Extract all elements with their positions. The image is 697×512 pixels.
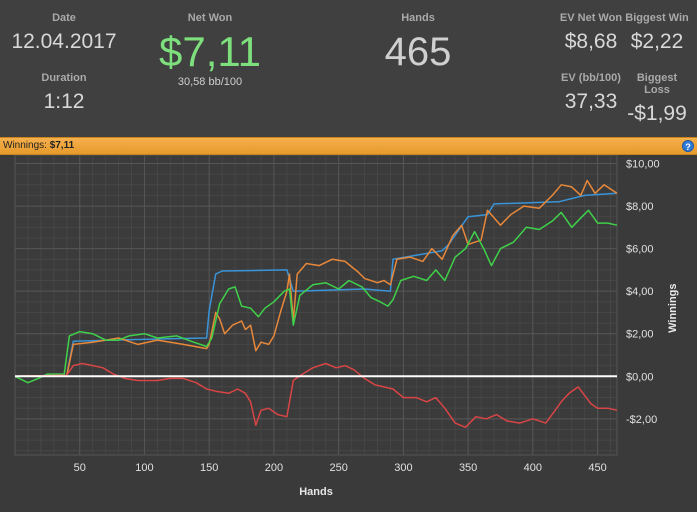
biggest-win-stat: Biggest Win $2,22 <box>624 12 690 54</box>
ev-bb100-label: EV (bb/100) <box>561 72 621 84</box>
series-line-1 <box>14 179 618 378</box>
chart-svg: 50 100 150 200 250 300 350 400 450 -$2,00 $0,00 $2,… <box>14 154 679 498</box>
y-tick-label: $6,00 <box>626 244 654 256</box>
plot-area <box>14 154 618 456</box>
duration-stat: Duration 1:12 <box>10 72 118 114</box>
y-tick-label: $0,00 <box>626 371 654 383</box>
date-value: 12.04.2017 <box>11 30 117 53</box>
hands-value: 465 <box>384 30 452 74</box>
series-line-3 <box>14 362 618 429</box>
stats-panel: Date 12.04.2017 Duration 1:12 Net Won $7… <box>0 0 697 137</box>
y-tick-label: $2,00 <box>626 329 654 341</box>
date-label: Date <box>52 12 76 24</box>
ev-bb100-value: 37,33 <box>564 90 618 113</box>
x-tick-label: 100 <box>135 462 153 474</box>
x-axis-label: Hands <box>299 486 333 498</box>
winnings-value: $7,11 <box>49 140 75 151</box>
x-tick-label: 350 <box>459 462 477 474</box>
help-icon[interactable]: ? <box>682 140 694 152</box>
biggest-loss-stat: Biggest Loss -$1,99 <box>624 72 690 126</box>
y-tick-label: -$2,00 <box>626 414 657 426</box>
duration-label: Duration <box>41 72 87 84</box>
biggest-win-label: Biggest Win <box>625 12 689 24</box>
biggest-win-value: $2,22 <box>630 30 684 53</box>
net-won-label: Net Won <box>187 12 233 24</box>
ev-bb100-stat: EV (bb/100) 37,33 <box>558 72 624 114</box>
y-tick-label: $4,00 <box>626 286 654 298</box>
x-tick-label: 250 <box>329 462 347 474</box>
bb100-value: 30,58 bb/100 <box>177 76 243 88</box>
ev-net-won-stat: EV Net Won $8,68 <box>558 12 624 54</box>
x-tick-label: 200 <box>265 462 283 474</box>
winnings-banner: Winnings: $7,11 ? <box>0 137 697 155</box>
net-won-stat: Net Won $7,11 30,58 bb/100 <box>140 12 280 88</box>
ev-net-won-value: $8,68 <box>564 30 618 53</box>
ev-net-won-label: EV Net Won <box>559 12 623 24</box>
biggest-loss-label: Biggest Loss <box>636 72 678 96</box>
x-tick-label: 300 <box>394 462 412 474</box>
biggest-loss-value: -$1,99 <box>627 102 687 125</box>
y-tick-label: $10,00 <box>626 159 660 171</box>
x-tick-label: 150 <box>200 462 218 474</box>
x-tick-label: 450 <box>588 462 606 474</box>
hands-stat: Hands 465 <box>360 12 476 75</box>
duration-value: 1:12 <box>43 90 85 113</box>
y-axis-label: Winnings <box>667 283 679 332</box>
winnings-chart: 50 100 150 200 250 300 350 400 450 -$2,00 $0,00 $2,… <box>0 154 697 507</box>
winnings-title: Winnings: $7,11 <box>3 138 74 154</box>
x-tick-label: 400 <box>524 462 542 474</box>
series-line-2 <box>14 209 618 384</box>
date-stat: Date 12.04.2017 <box>10 12 118 54</box>
winnings-label: Winnings: <box>3 140 47 151</box>
net-won-value: $7,11 <box>159 28 261 75</box>
y-tick-label: $8,00 <box>626 201 654 213</box>
hands-label: Hands <box>401 12 435 24</box>
x-tick-label: 50 <box>74 462 86 474</box>
